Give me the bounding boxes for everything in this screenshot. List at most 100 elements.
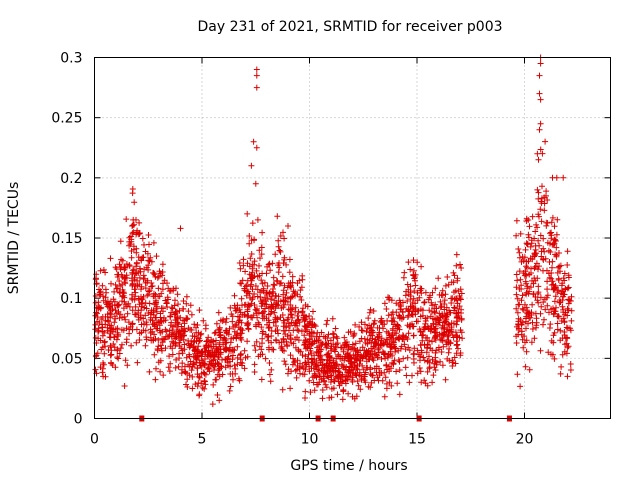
data-point xyxy=(251,342,258,349)
data-point xyxy=(528,339,535,346)
data-point xyxy=(309,321,316,328)
data-point xyxy=(114,285,121,292)
data-point xyxy=(374,354,381,361)
data-point xyxy=(129,222,136,229)
x-tick-label: 0 xyxy=(90,432,99,448)
data-point xyxy=(430,321,437,328)
data-point xyxy=(176,339,183,346)
data-point xyxy=(159,347,165,354)
data-point xyxy=(278,279,284,286)
data-point xyxy=(272,251,279,258)
data-point xyxy=(159,261,166,268)
data-point xyxy=(123,275,130,281)
data-point xyxy=(364,325,371,332)
data-point xyxy=(310,308,316,315)
data-point xyxy=(525,310,532,317)
data-point xyxy=(353,372,360,379)
data-point xyxy=(358,335,365,342)
data-point xyxy=(554,289,561,296)
data-point xyxy=(213,320,220,327)
data-point xyxy=(548,229,555,236)
data-point xyxy=(111,319,118,326)
data-point xyxy=(164,294,171,301)
data-point xyxy=(327,337,334,344)
data-point xyxy=(564,373,571,380)
data-point xyxy=(265,325,272,331)
data-point xyxy=(445,332,452,339)
data-point xyxy=(561,329,568,335)
data-point xyxy=(523,240,530,247)
data-point xyxy=(113,266,120,272)
data-point xyxy=(396,358,403,365)
data-point xyxy=(535,266,541,273)
data-point xyxy=(417,306,424,313)
data-point xyxy=(459,335,466,342)
data-point xyxy=(362,321,368,328)
data-point xyxy=(557,327,564,334)
data-point xyxy=(138,256,145,262)
data-point xyxy=(429,347,436,354)
data-point xyxy=(291,359,297,366)
data-point xyxy=(216,339,223,346)
data-point xyxy=(271,297,278,304)
data-point xyxy=(140,315,147,322)
data-point xyxy=(100,360,106,366)
data-point xyxy=(193,329,200,336)
data-point xyxy=(315,343,322,350)
data-point xyxy=(555,275,562,282)
data-point xyxy=(565,284,572,291)
data-point xyxy=(565,307,572,314)
data-point xyxy=(164,280,170,287)
data-point xyxy=(525,290,532,297)
data-point xyxy=(438,336,445,343)
data-point xyxy=(457,295,464,302)
data-point xyxy=(254,314,261,321)
data-point xyxy=(313,364,320,371)
data-point xyxy=(236,260,243,266)
data-point xyxy=(405,306,412,313)
data-point xyxy=(243,292,250,299)
data-point xyxy=(535,195,542,202)
data-point xyxy=(145,288,152,295)
data-point xyxy=(120,305,127,312)
data-point xyxy=(133,339,140,346)
data-point xyxy=(172,364,179,371)
data-point xyxy=(139,235,146,242)
data-point xyxy=(95,335,102,342)
data-point xyxy=(196,392,203,399)
data-point xyxy=(215,309,222,316)
data-point xyxy=(247,255,254,262)
data-point xyxy=(131,199,138,206)
data-point xyxy=(288,368,295,375)
data-point xyxy=(115,333,121,340)
data-point xyxy=(309,340,316,347)
data-point xyxy=(225,362,231,369)
data-point xyxy=(458,265,465,271)
data-point xyxy=(194,352,200,359)
data-point xyxy=(108,311,115,318)
data-point xyxy=(134,277,141,284)
data-point xyxy=(279,386,286,393)
data-point xyxy=(296,365,303,372)
data-point xyxy=(212,376,219,383)
data-point xyxy=(240,256,247,263)
data-point xyxy=(267,267,274,274)
data-point xyxy=(567,367,574,373)
data-point xyxy=(270,274,277,281)
data-point xyxy=(301,371,308,378)
data-point xyxy=(156,293,163,300)
data-point xyxy=(259,229,266,236)
data-point xyxy=(298,297,305,303)
data-point xyxy=(159,272,166,279)
data-point xyxy=(444,326,451,333)
data-point xyxy=(253,267,260,274)
data-point xyxy=(524,308,531,314)
data-point xyxy=(538,303,545,310)
data-point xyxy=(536,72,543,79)
data-point xyxy=(145,232,152,238)
data-point xyxy=(102,269,109,276)
data-point xyxy=(101,329,108,336)
data-point xyxy=(382,374,389,381)
data-point xyxy=(393,368,400,375)
